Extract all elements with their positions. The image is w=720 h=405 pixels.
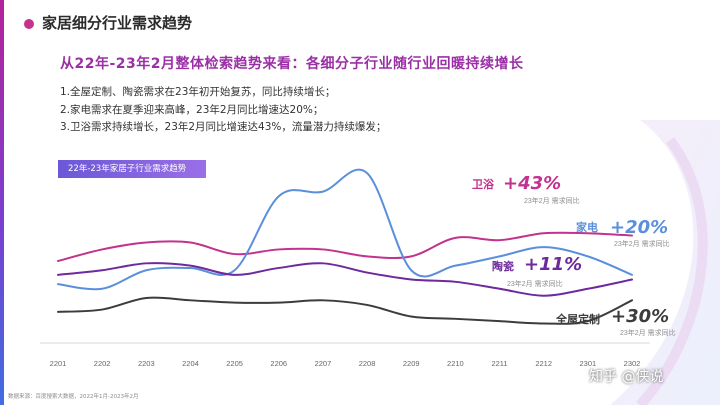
x-tick-label: 2302: [624, 359, 641, 368]
x-tick-label: 2208: [359, 359, 376, 368]
x-tick-label: 2212: [535, 359, 552, 368]
series-label: 陶瓷: [492, 259, 514, 273]
x-tick-label: 2211: [491, 359, 507, 368]
series-growth-value: +20%: [610, 217, 668, 238]
watermark: 知乎 @侠说: [589, 369, 664, 385]
series-growth-caption: 23年2月 需求同比: [620, 328, 676, 337]
series-growth-value: +30%: [611, 306, 669, 327]
x-tick-label: 2202: [94, 359, 111, 368]
series-growth-caption: 23年2月 需求同比: [524, 196, 580, 205]
x-tick-label: 2206: [270, 359, 287, 368]
title-dot-icon: [24, 19, 34, 29]
x-tick-label: 2210: [447, 359, 464, 368]
series-growth-caption: 23年2月 需求同比: [614, 239, 670, 248]
x-tick-label: 2203: [138, 359, 155, 368]
series-line: [57, 231, 633, 262]
x-tick-label: 2204: [182, 359, 199, 368]
source-note: 数据来源：百度搜索大数据，2022年1月-2023年2月: [8, 394, 139, 400]
series-growth-value: +43%: [503, 173, 561, 194]
series-label: 家电: [576, 220, 598, 234]
decorative-wave: [610, 120, 720, 405]
page-title: 家居细分行业需求趋势: [42, 14, 193, 32]
x-tick-label: 2205: [226, 359, 243, 368]
bullet-item: 3.卫浴需求持续增长，23年2月同比增速达43%，流量潜力持续爆发；: [60, 121, 387, 133]
x-tick-label: 2201: [50, 359, 67, 368]
x-tick-label: 2301: [580, 359, 597, 368]
x-tick-label: 2209: [403, 359, 420, 368]
headline: 从22年-23年2月整体检索趋势来看：各细分子行业随行业回暖持续增长: [60, 56, 524, 72]
bullet-item: 2.家电需求在夏季迎来高峰，23年2月同比增速达20%；: [60, 103, 324, 116]
left-accent-bar: [0, 0, 4, 405]
bullet-list: 1.全屋定制、陶瓷需求在23年初开始复苏，同比持续增长； 2.家电需求在夏季迎来…: [60, 84, 386, 137]
series-line: [57, 296, 633, 325]
series-label: 卫浴: [472, 177, 495, 191]
series-label: 全屋定制: [555, 312, 600, 326]
series-growth-value: +11%: [524, 254, 582, 275]
series-line: [57, 262, 633, 297]
series-line: [57, 168, 633, 291]
x-tick-label: 2207: [315, 359, 332, 368]
series-growth-caption: 23年2月 需求同比: [507, 279, 563, 288]
bullet-item: 1.全屋定制、陶瓷需求在23年初开始复苏，同比持续增长；: [60, 86, 336, 98]
chart-legend-box: 22年-23年家居子行业需求趋势: [58, 160, 206, 178]
